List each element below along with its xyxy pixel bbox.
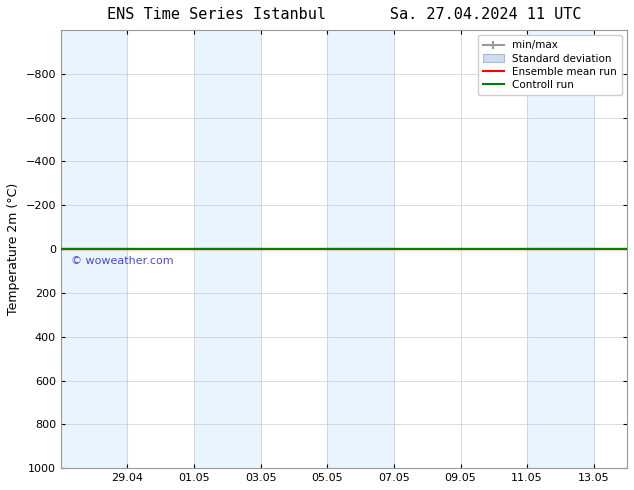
Title: ENS Time Series Istanbul       Sa. 27.04.2024 11 UTC: ENS Time Series Istanbul Sa. 27.04.2024 … <box>107 7 581 22</box>
Bar <box>527 30 594 468</box>
Text: © woweather.com: © woweather.com <box>71 256 174 266</box>
Bar <box>327 30 394 468</box>
Legend: min/max, Standard deviation, Ensemble mean run, Controll run: min/max, Standard deviation, Ensemble me… <box>477 35 622 95</box>
Bar <box>194 30 261 468</box>
Bar <box>61 30 127 468</box>
Y-axis label: Temperature 2m (°C): Temperature 2m (°C) <box>7 183 20 315</box>
